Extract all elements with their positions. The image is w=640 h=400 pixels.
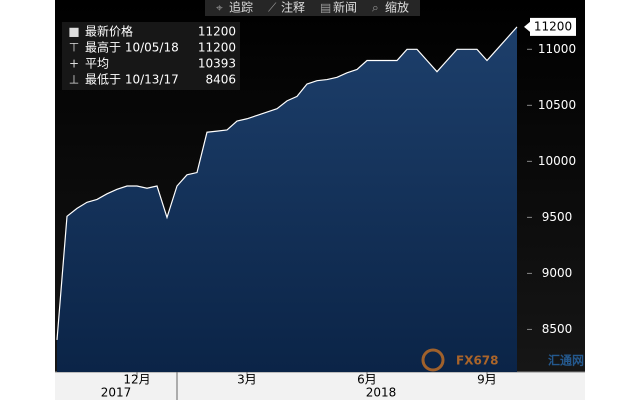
y-tick-label: 10500 <box>538 98 576 112</box>
legend-symbol: ⊤ <box>69 41 79 55</box>
toolbar-button[interactable]: 缩放 <box>385 0 409 15</box>
legend-value: 11200 <box>198 25 236 39</box>
x-tick-label: 6月 <box>357 373 377 387</box>
toolbar-button[interactable]: 注释 <box>281 0 305 15</box>
x-tick-label: 3月 <box>237 373 257 387</box>
toolbar <box>205 0 420 16</box>
toolbar-button[interactable]: 追踪 <box>229 0 253 15</box>
x-axis-band <box>55 372 585 400</box>
y-tick-label: 8500 <box>542 322 573 336</box>
watermark: FX678 <box>456 354 499 368</box>
watermark: 汇通网 <box>548 353 584 368</box>
legend-symbol: ⊥ <box>69 73 79 87</box>
toolbar-icon: ⌖ <box>216 1 223 15</box>
legend-label: 平均 <box>85 57 109 71</box>
toolbar-icon: ▤ <box>320 1 331 15</box>
year-label: 2017 <box>101 386 132 400</box>
last-price-box <box>530 17 576 36</box>
legend-symbol: + <box>69 57 79 71</box>
legend-box <box>62 22 240 90</box>
legend-label: 最新价格 <box>85 24 133 39</box>
x-tick-label: 9月 <box>477 373 497 387</box>
legend-label: 最低于 10/13/17 <box>85 73 179 87</box>
legend-value: 10393 <box>198 57 236 71</box>
y-tick-label: 11000 <box>538 42 576 56</box>
y-tick-label: 9500 <box>542 210 573 224</box>
last-price-label: 11200 <box>534 19 572 33</box>
watermark-logo <box>421 348 445 372</box>
legend-value: 11200 <box>198 41 236 55</box>
y-tick-label: 9000 <box>542 266 573 280</box>
legend-symbol: ■ <box>68 25 79 39</box>
x-tick-label: 12月 <box>123 373 150 387</box>
legend-value: 8406 <box>205 73 236 87</box>
last-price-pointer <box>524 21 530 32</box>
year-label: 2018 <box>366 386 397 400</box>
toolbar-icon: ⌕ <box>372 1 379 15</box>
y-tick-label: 10000 <box>538 154 576 168</box>
line <box>56 26 518 341</box>
toolbar-button[interactable]: 新闻 <box>333 0 357 15</box>
toolbar-icon: ⟋ <box>268 1 277 15</box>
area <box>57 26 517 372</box>
legend-label: 最高于 10/05/18 <box>85 40 179 55</box>
